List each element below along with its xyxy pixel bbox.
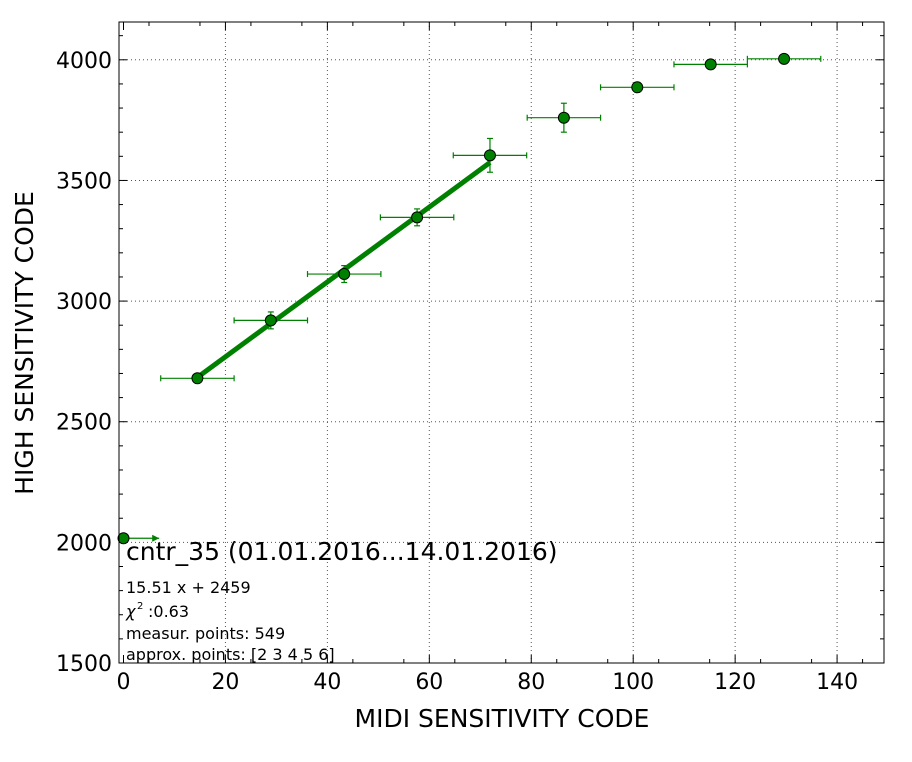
x-error-arrow: [152, 534, 160, 542]
point-marker: [704, 58, 717, 71]
data-point: [306, 265, 382, 284]
point-marker: [483, 149, 496, 162]
point-marker: [191, 372, 204, 385]
point-marker: [338, 268, 351, 281]
y-tick-label: 2000: [56, 531, 112, 556]
y-tick-label: 3500: [56, 169, 112, 194]
x-tick-label: 0: [117, 670, 131, 695]
point-marker: [411, 211, 424, 224]
annotation-measur-points: measur. points: 549: [126, 624, 285, 643]
y-axis-label: HIGH SENSITIVITY CODE: [10, 191, 39, 495]
x-tick-label: 40: [313, 670, 341, 695]
x-tick-label: 100: [612, 670, 654, 695]
grid-lines: [119, 22, 884, 663]
data-point: [160, 372, 235, 385]
data-point: [746, 52, 822, 65]
plot-frame: [118, 21, 885, 664]
point-marker: [557, 111, 570, 124]
annotation-equation: 15.51 x + 2459: [126, 578, 251, 597]
y-tick-label: 1500: [56, 652, 112, 677]
point-marker: [264, 314, 277, 327]
data-point: [599, 81, 675, 94]
data-point: [673, 58, 748, 71]
tick-labels: 0 20 40 60 80 100 120 140 1500 2000 2500 3000 3500 40…: [56, 49, 858, 695]
data-point: [117, 532, 160, 545]
axis-ticks: [119, 22, 884, 664]
x-axis-label: MIDI SENSITIVITY CODE: [355, 704, 650, 733]
data-points: [117, 52, 822, 545]
data-point: [379, 208, 455, 227]
point-marker: [778, 52, 791, 65]
x-tick-label: 60: [415, 670, 443, 695]
chi2-value: :0.63: [148, 602, 189, 621]
annotation-approx-points: approx. points: [2 3 4 5 6]: [126, 645, 335, 664]
annotation-chi2: χ 2 :0.63: [125, 601, 189, 621]
x-tick-label: 120: [714, 670, 756, 695]
data-point: [452, 137, 528, 173]
y-tick-label: 2500: [56, 411, 112, 436]
y-tick-label: 3000: [56, 290, 112, 315]
data-point: [526, 102, 602, 133]
x-tick-label: 20: [211, 670, 239, 695]
y-tick-label: 4000: [56, 49, 112, 74]
x-tick-label: 80: [517, 670, 545, 695]
point-marker: [117, 532, 130, 545]
annotation-label: cntr_35 (01.01.2016...14.01.2016): [126, 537, 558, 566]
chi2-symbol: χ: [125, 602, 136, 621]
chi2-superscript: 2: [137, 601, 143, 612]
data-point: [233, 311, 309, 330]
x-tick-label: 140: [816, 670, 858, 695]
point-marker: [631, 81, 644, 94]
